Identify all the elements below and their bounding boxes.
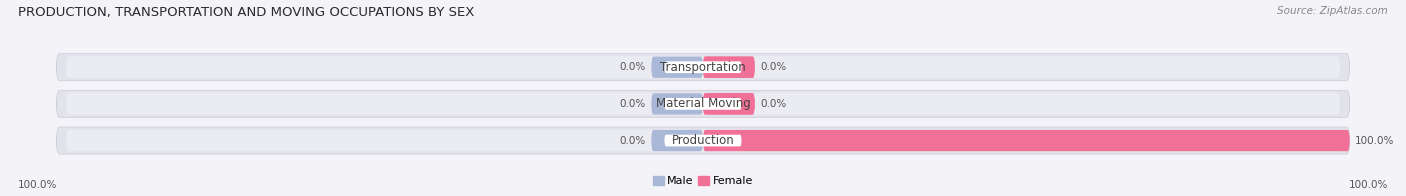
Text: 100.0%: 100.0%: [1348, 180, 1388, 190]
Legend: Male, Female: Male, Female: [648, 171, 758, 191]
FancyBboxPatch shape: [56, 127, 1350, 154]
FancyBboxPatch shape: [664, 98, 742, 110]
FancyBboxPatch shape: [66, 56, 1340, 78]
FancyBboxPatch shape: [651, 57, 703, 78]
FancyBboxPatch shape: [56, 90, 1350, 117]
FancyBboxPatch shape: [66, 130, 1340, 152]
Text: 0.0%: 0.0%: [620, 136, 647, 146]
FancyBboxPatch shape: [56, 54, 1350, 81]
FancyBboxPatch shape: [703, 130, 1350, 151]
Text: 100.0%: 100.0%: [1355, 136, 1395, 146]
FancyBboxPatch shape: [651, 130, 703, 151]
Text: PRODUCTION, TRANSPORTATION AND MOVING OCCUPATIONS BY SEX: PRODUCTION, TRANSPORTATION AND MOVING OC…: [18, 6, 475, 19]
Text: 100.0%: 100.0%: [18, 180, 58, 190]
Text: 0.0%: 0.0%: [759, 62, 786, 72]
Text: Transportation: Transportation: [661, 61, 745, 74]
FancyBboxPatch shape: [703, 93, 755, 114]
Text: Production: Production: [672, 134, 734, 147]
FancyBboxPatch shape: [703, 57, 755, 78]
FancyBboxPatch shape: [66, 93, 1340, 115]
FancyBboxPatch shape: [664, 135, 742, 146]
Text: 0.0%: 0.0%: [620, 62, 647, 72]
Text: Material Moving: Material Moving: [655, 97, 751, 110]
FancyBboxPatch shape: [703, 93, 755, 114]
FancyBboxPatch shape: [651, 93, 703, 114]
Text: Source: ZipAtlas.com: Source: ZipAtlas.com: [1277, 6, 1388, 16]
Text: 0.0%: 0.0%: [620, 99, 647, 109]
FancyBboxPatch shape: [703, 57, 755, 78]
FancyBboxPatch shape: [664, 61, 742, 73]
Text: 0.0%: 0.0%: [759, 99, 786, 109]
